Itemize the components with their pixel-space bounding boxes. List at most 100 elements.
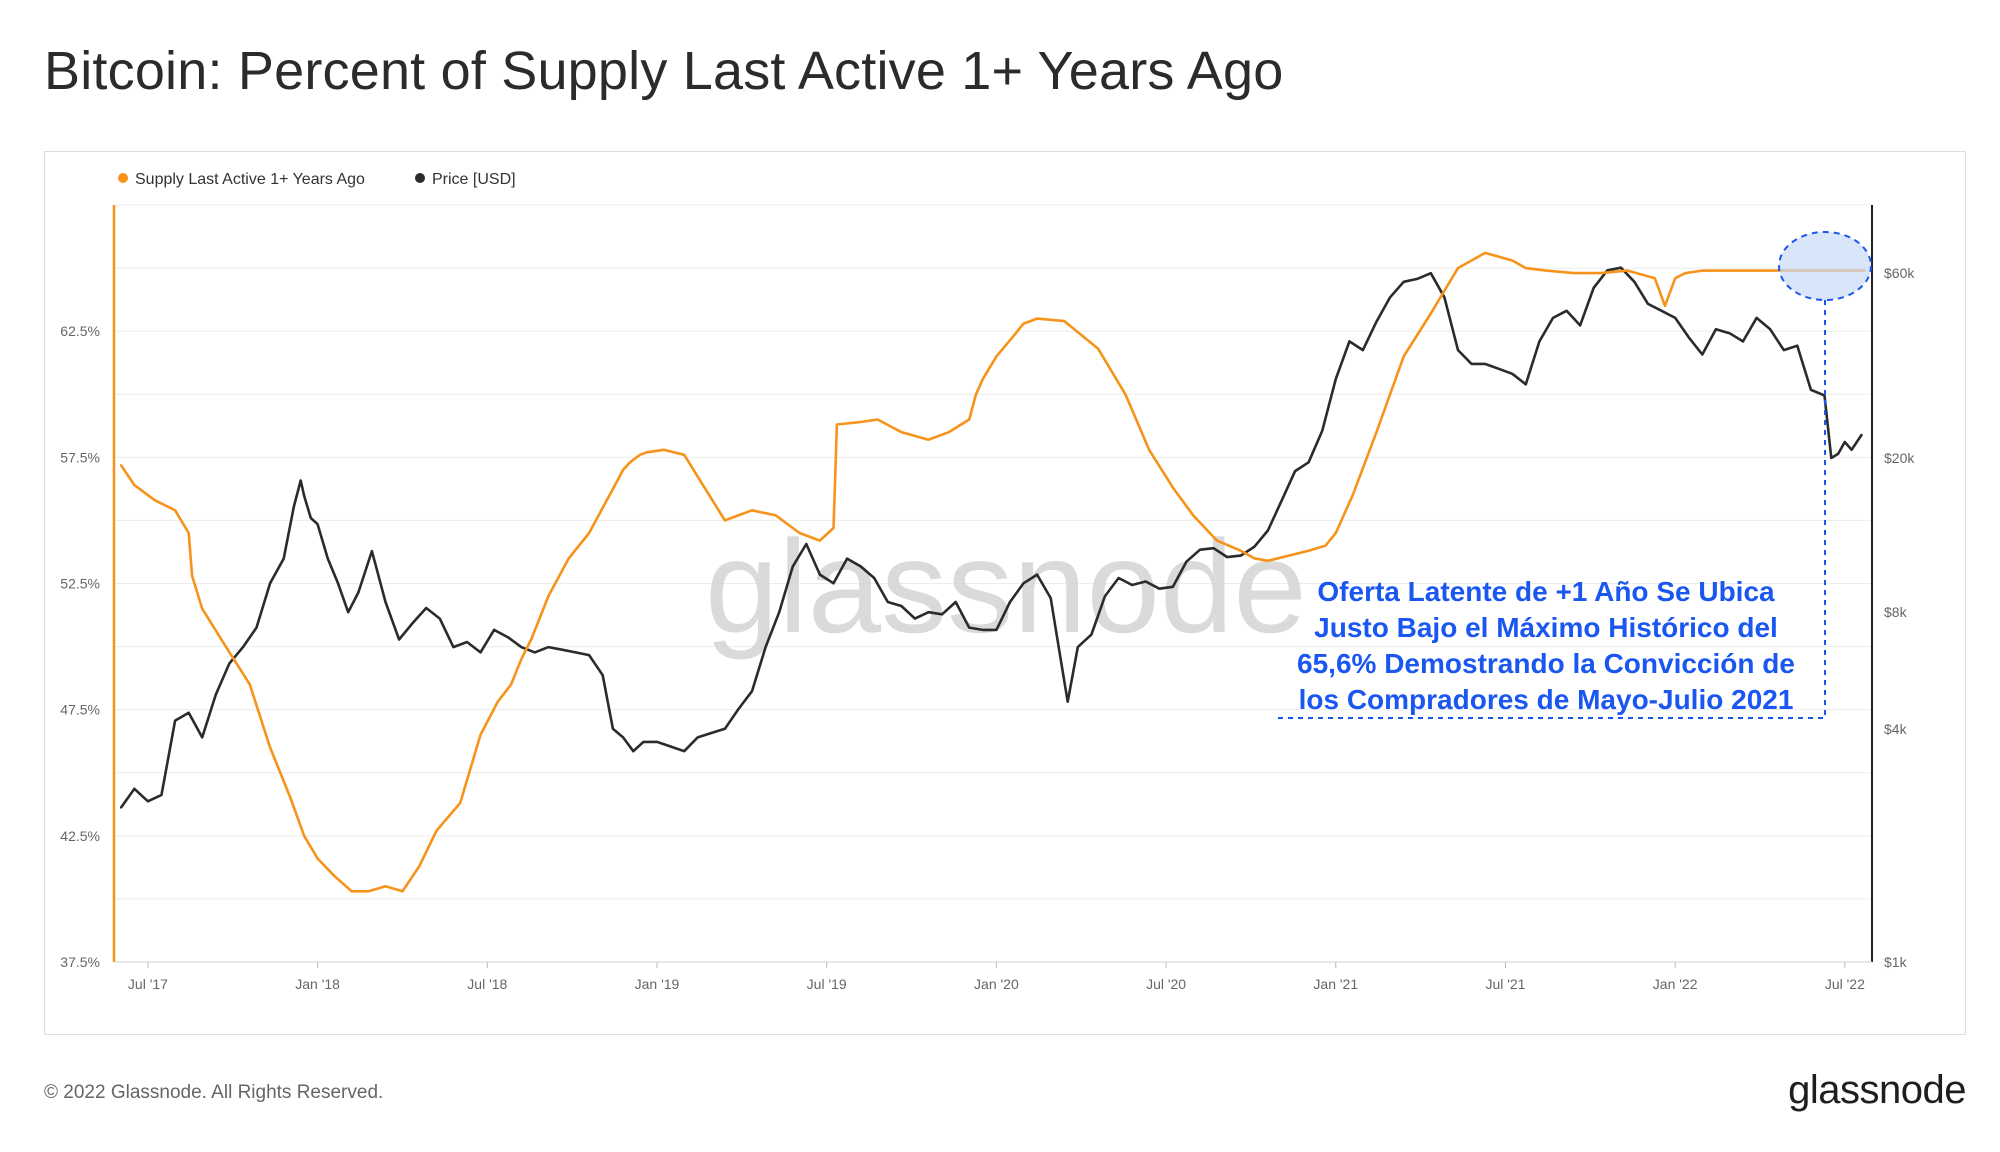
- price-point: [1823, 394, 1826, 397]
- supply-point: [1664, 305, 1666, 307]
- price-point: [751, 690, 753, 693]
- supply-point: [819, 539, 821, 542]
- price-point: [574, 651, 577, 654]
- price-point: [859, 565, 862, 568]
- supply-point: [191, 575, 193, 577]
- price-point: [439, 617, 441, 620]
- y-left-tick-label: 47.5%: [60, 702, 100, 718]
- supply-point: [1022, 322, 1025, 325]
- supply-point: [1653, 277, 1656, 279]
- price-point: [710, 732, 713, 734]
- y-right-tick-label: $60k: [1884, 265, 1915, 281]
- x-axis: Jul '17 Jan '18 Jul '18 Jan '19 Jul '19 Jan '…: [128, 962, 1865, 992]
- page-title: Bitcoin: Percent of Supply Last Active 1…: [44, 41, 1284, 101]
- price-point: [398, 638, 400, 641]
- price-point: [1674, 317, 1676, 319]
- price-point: [452, 646, 455, 648]
- price-point: [201, 736, 204, 739]
- x-tick-label: Jul '17: [128, 976, 168, 992]
- supply-point: [1457, 267, 1459, 269]
- supply-point: [459, 802, 461, 804]
- price-point: [1687, 336, 1690, 339]
- price-point: [1389, 296, 1391, 299]
- price-point: [778, 611, 780, 613]
- price-point: [1552, 317, 1554, 319]
- supply-point: [975, 393, 977, 396]
- supply-point: [859, 421, 862, 423]
- price-point: [1307, 461, 1310, 464]
- supply-point: [367, 890, 370, 893]
- price-point: [1060, 659, 1062, 662]
- price-point: [1049, 597, 1052, 599]
- supply-point: [1324, 544, 1327, 547]
- supply-point: [588, 532, 590, 534]
- supply-point: [1012, 335, 1015, 338]
- price-point: [1538, 340, 1541, 343]
- price-point: [1497, 367, 1500, 370]
- price-point: [1633, 281, 1636, 283]
- supply-point: [201, 607, 204, 610]
- legend-item-price[interactable]: Price [USD]: [415, 171, 516, 188]
- price-point: [466, 641, 468, 643]
- price-point: [1172, 586, 1174, 588]
- price-point: [805, 543, 808, 545]
- price-point: [1742, 340, 1744, 343]
- supply-point: [646, 451, 648, 454]
- price-point: [1334, 378, 1337, 380]
- supply-point: [119, 464, 122, 466]
- supply-point: [1599, 272, 1602, 274]
- price-point: [1484, 363, 1486, 365]
- price-point: [724, 727, 726, 730]
- price-point: [310, 517, 312, 519]
- price-point: [384, 601, 387, 603]
- price-point: [1647, 303, 1649, 305]
- price-point: [1701, 353, 1704, 356]
- price-point: [160, 794, 163, 796]
- footer-brand-logo[interactable]: glassnode: [1788, 1068, 1966, 1112]
- supply-point: [153, 499, 156, 502]
- supply-point: [248, 683, 251, 686]
- price-point: [479, 651, 482, 654]
- price-point: [1715, 328, 1717, 331]
- x-tick-label: Jul '21: [1485, 976, 1525, 992]
- price-point: [1131, 584, 1133, 586]
- y-right-tick-label: $20k: [1884, 450, 1915, 466]
- price-point: [1769, 328, 1771, 331]
- supply-point: [384, 885, 387, 888]
- supply-point: [703, 486, 706, 489]
- price-point: [493, 629, 495, 631]
- x-tick-label: Jan '21: [1313, 976, 1358, 992]
- supply-point: [1430, 312, 1432, 315]
- price-point: [1104, 595, 1106, 597]
- price-point: [632, 750, 635, 753]
- price-point: [832, 582, 835, 585]
- supply-point: [639, 454, 641, 456]
- legend: Supply Last Active 1+ Years Ago Price [U…: [118, 171, 516, 188]
- supply-point: [1097, 348, 1100, 350]
- legend-item-supply[interactable]: Supply Last Active 1+ Years Ago: [118, 171, 365, 188]
- price-point: [1579, 324, 1581, 327]
- supply-point: [1735, 269, 1738, 272]
- price-point: [1810, 389, 1812, 391]
- price-point: [187, 711, 190, 714]
- supply-point: [510, 683, 512, 686]
- price-point: [1728, 332, 1731, 335]
- supply-point: [1063, 320, 1066, 322]
- supply-point: [289, 797, 292, 799]
- supply-point: [401, 890, 404, 893]
- price-point: [228, 662, 231, 665]
- supply-point: [1375, 431, 1378, 433]
- price-point: [1267, 529, 1269, 532]
- x-tick-label: Jul '19: [807, 976, 847, 992]
- supply-point: [1572, 272, 1575, 274]
- price-point: [1592, 287, 1595, 289]
- supply-point: [1216, 539, 1218, 542]
- x-tick-label: Jul '22: [1825, 976, 1865, 992]
- supply-point: [1239, 549, 1242, 552]
- annotation-box: Oferta Latente de +1 Año Se Ubica Justo …: [1297, 576, 1795, 715]
- supply-point: [683, 454, 685, 456]
- price-point: [683, 750, 685, 753]
- price-point: [622, 736, 624, 739]
- price-point: [1117, 577, 1120, 579]
- price-point: [1362, 349, 1364, 351]
